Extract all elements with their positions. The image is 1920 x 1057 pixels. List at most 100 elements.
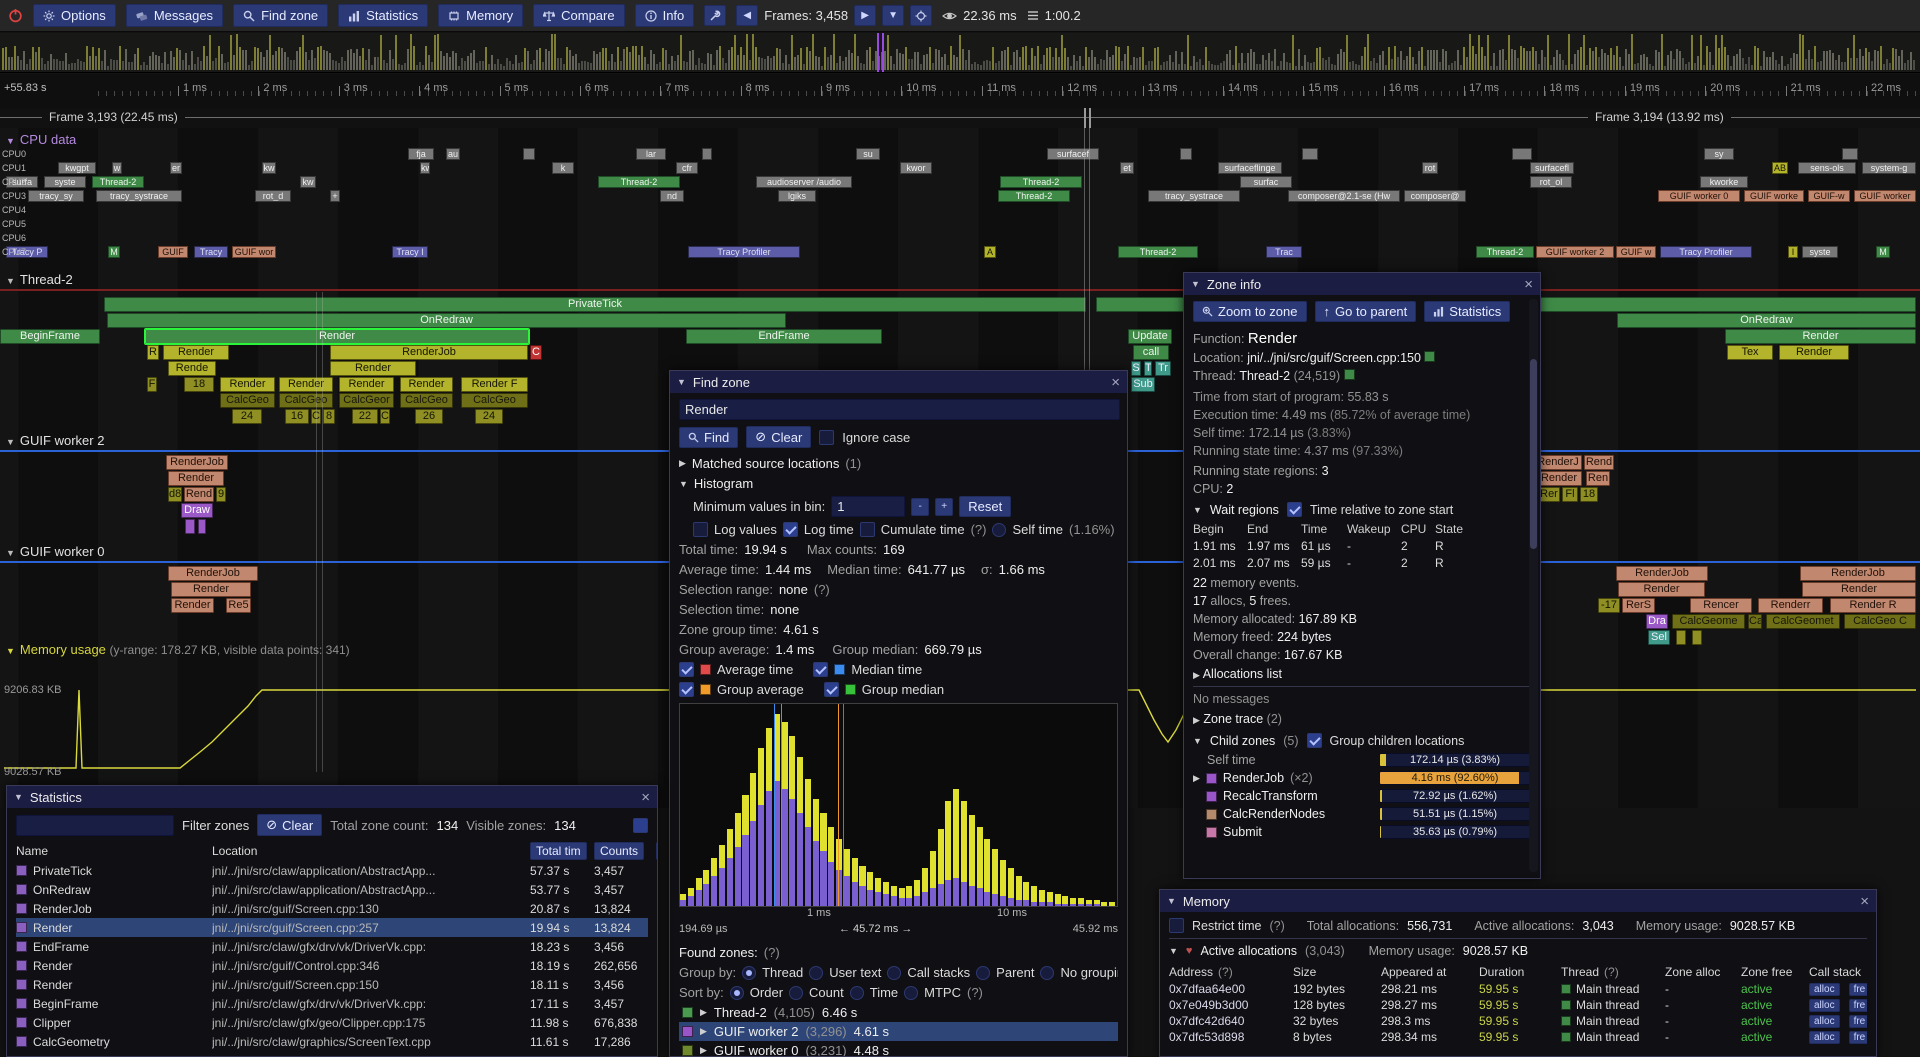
- frame-bar[interactable]: [1208, 61, 1210, 70]
- cpu-zone[interactable]: lgiks: [778, 190, 816, 202]
- frame-bar[interactable]: [1559, 54, 1561, 70]
- frame-bar[interactable]: [1649, 63, 1651, 70]
- frame-bar[interactable]: [1736, 53, 1738, 70]
- frame-bar[interactable]: [1595, 47, 1597, 70]
- timeline-zone[interactable]: EndFrame: [686, 329, 882, 344]
- timeline-zone[interactable]: BeginFrame: [0, 329, 100, 344]
- time-relative-checkbox[interactable]: [1286, 502, 1302, 517]
- frame-bar[interactable]: [239, 46, 241, 70]
- frame-bar[interactable]: [818, 56, 820, 70]
- frame-bar[interactable]: [185, 52, 187, 70]
- frame-bar[interactable]: [587, 62, 589, 70]
- frame-bar[interactable]: [1277, 65, 1279, 70]
- frame-bar[interactable]: [629, 52, 631, 70]
- frame-bar[interactable]: [164, 51, 166, 70]
- column-header-size[interactable]: Size: [1293, 965, 1381, 979]
- frame-bar[interactable]: [1859, 49, 1861, 70]
- timeline-zone[interactable]: Render: [279, 377, 333, 392]
- cumulate-time-checkbox[interactable]: [859, 522, 875, 537]
- frames-row[interactable]: Frame 3,193 (22.45 ms) Frame 3,194 (13.9…: [0, 108, 1920, 128]
- frame-bar[interactable]: [455, 52, 457, 70]
- frame-bar[interactable]: [389, 50, 391, 70]
- frame-bar[interactable]: [1730, 65, 1732, 70]
- frame-bar[interactable]: [560, 58, 562, 70]
- frame-bar[interactable]: [1070, 65, 1072, 70]
- cpu-zone[interactable]: Thread-2: [598, 176, 680, 188]
- frame-bar[interactable]: [1541, 50, 1543, 70]
- cpu-zone[interactable]: cfr: [676, 162, 698, 174]
- timeline-zone[interactable]: [1692, 630, 1702, 645]
- timeline-zone[interactable]: RerS: [1622, 598, 1655, 613]
- min-bin-increase-button[interactable]: +: [935, 497, 954, 516]
- frame-bar[interactable]: [533, 59, 535, 70]
- frame-bar[interactable]: [53, 59, 55, 70]
- cpu-zone[interactable]: Tracy P: [6, 246, 48, 258]
- frame-bar[interactable]: [1091, 49, 1093, 70]
- frame-bar[interactable]: [1328, 57, 1330, 70]
- group-by-parent[interactable]: [976, 965, 991, 980]
- frame-bar[interactable]: [731, 46, 733, 70]
- frame-bar[interactable]: [1769, 57, 1771, 70]
- frame-bar[interactable]: [965, 59, 967, 70]
- frame-bar[interactable]: [1766, 56, 1768, 70]
- min-bin-decrease-button[interactable]: -: [911, 497, 930, 516]
- sort-button[interactable]: Total tim: [530, 841, 587, 860]
- frame-bar[interactable]: [1058, 56, 1060, 70]
- frame-bar[interactable]: [500, 63, 502, 70]
- frame-bar[interactable]: [383, 59, 385, 70]
- frame-bar[interactable]: [488, 63, 490, 70]
- cpu-zone[interactable]: nd: [660, 190, 684, 202]
- frame-bar[interactable]: [1325, 59, 1327, 70]
- frame-bar[interactable]: [1271, 60, 1273, 70]
- frame-bar[interactable]: [950, 45, 952, 70]
- frame-bar[interactable]: [263, 56, 265, 70]
- cpu-zone[interactable]: tracy_systrace: [1148, 190, 1240, 202]
- frame-bar[interactable]: [1763, 50, 1765, 70]
- frame-bar[interactable]: [1382, 50, 1384, 70]
- frame-bar[interactable]: [1409, 46, 1411, 70]
- frame-bar[interactable]: [1640, 54, 1642, 70]
- frame-bar[interactable]: [365, 59, 367, 70]
- timeline-zone[interactable]: C: [380, 409, 390, 424]
- frame-bar[interactable]: [719, 45, 721, 70]
- frame-bar[interactable]: [1601, 49, 1603, 70]
- frame-bar[interactable]: [1691, 35, 1693, 70]
- frame-bar[interactable]: [1727, 55, 1729, 70]
- frame-bar[interactable]: [1292, 35, 1294, 70]
- table-row[interactable]: OnRedraw jni/../jni/src/claw/application/…: [16, 880, 648, 899]
- frame-bar[interactable]: [740, 47, 742, 70]
- frame-bar[interactable]: [926, 54, 928, 70]
- cpu-zone[interactable]: syste: [44, 176, 86, 188]
- frame-bar[interactable]: [356, 49, 358, 70]
- expand-icon[interactable]: ▶: [679, 458, 686, 468]
- frame-bar[interactable]: [1808, 49, 1810, 70]
- frame-bar[interactable]: [98, 48, 100, 70]
- cpu-zone[interactable]: AB: [1772, 162, 1788, 174]
- frame-bar[interactable]: [548, 50, 550, 70]
- cpu-zone[interactable]: kwgpt: [58, 162, 96, 174]
- frame-bar[interactable]: [923, 55, 925, 70]
- frame-bar[interactable]: [596, 53, 598, 70]
- frame-bar[interactable]: [716, 49, 718, 70]
- frame-bar[interactable]: [1793, 53, 1795, 70]
- cpu-zone[interactable]: sens-ols: [1798, 162, 1856, 174]
- thread-section-thread-2-header[interactable]: ▼ Thread-2: [6, 272, 73, 287]
- timeline-zone[interactable]: C: [530, 345, 542, 360]
- frame-bar[interactable]: [1778, 64, 1780, 70]
- frame-bar[interactable]: [1211, 64, 1213, 70]
- column-header-total-tim[interactable]: Total tim: [530, 841, 594, 860]
- frame-bar[interactable]: [242, 49, 244, 70]
- sort-by-time[interactable]: [849, 985, 864, 1000]
- frame-bar[interactable]: [485, 47, 487, 70]
- info-button[interactable]: Info: [634, 4, 695, 27]
- frame-bar[interactable]: [1565, 64, 1567, 70]
- column-header-appeared-at[interactable]: Appeared at: [1381, 965, 1479, 979]
- timeline-zone[interactable]: CalcGeor: [339, 393, 394, 408]
- timeline-zone[interactable]: Fl: [1562, 487, 1578, 502]
- frame-bar[interactable]: [1223, 61, 1225, 70]
- timeline-zone[interactable]: RenderJob: [1616, 566, 1708, 581]
- table-row[interactable]: Render jni/../jni/src/guif/Screen.cpp:257…: [16, 918, 648, 937]
- frame-bar[interactable]: [1463, 47, 1465, 70]
- frame-bar[interactable]: [1115, 46, 1117, 70]
- frame-bar[interactable]: [1637, 63, 1639, 70]
